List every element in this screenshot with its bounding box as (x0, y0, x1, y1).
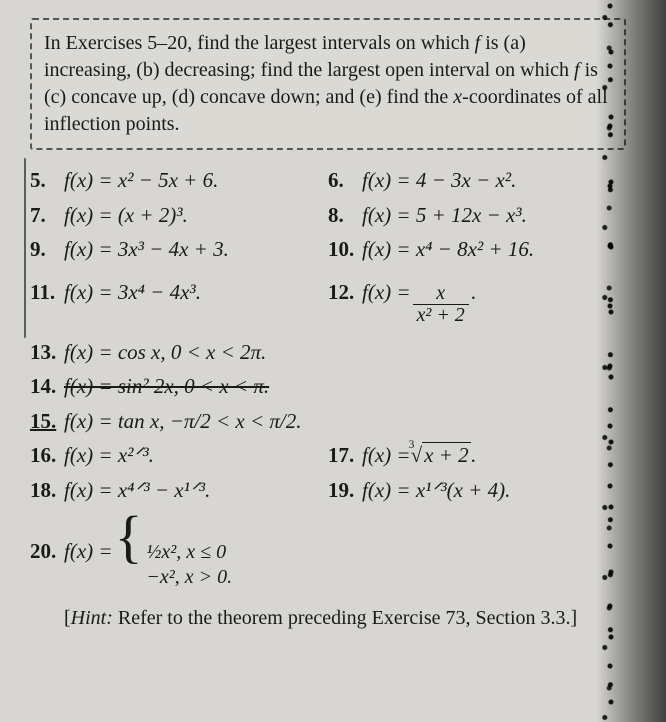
ex-expr: f(x) = 3x³ − 4x + 3. (64, 233, 229, 266)
exercise-10: 10. f(x) = x⁴ − 8x² + 16. (328, 233, 626, 266)
exercise-20: 20. f(x) = { ½x², x ≤ 0 −x², x > 0. (30, 516, 626, 590)
ex-num: 6. (328, 164, 362, 197)
ex-period: . (471, 276, 476, 309)
ex-expr: f(x) = tan x, −π/2 < x < π/2. (64, 405, 302, 438)
row-7-8: 7. f(x) = (x + 2)³. 8. f(x) = 5 + 12x − … (30, 199, 626, 232)
exercise-14: 14. f(x) = sin² 2x, 0 < x < π. (30, 370, 626, 403)
ex-expr: f(x) = 3x⁴ − 4x³. (64, 276, 201, 309)
x-symbol: x (453, 86, 462, 108)
ex-num: 16. (30, 439, 64, 472)
exercise-8: 8. f(x) = 5 + 12x − x³. (328, 199, 626, 232)
ex-expr-lhs: f(x) = (64, 535, 113, 568)
ex-num: 8. (328, 199, 362, 232)
row-18-19: 18. f(x) = x⁴ᐟ³ − x¹ᐟ³. 19. f(x) = x¹ᐟ³(… (30, 474, 626, 507)
instruction-text-1: In Exercises 5–20, find the largest inte… (44, 32, 475, 54)
exercise-list: 5. f(x) = x² − 5x + 6. 6. f(x) = 4 − 3x … (30, 164, 626, 590)
ex-expr: f(x) = (x + 2)³. (64, 199, 188, 232)
ex-expr-lhs: f(x) = (362, 439, 411, 472)
ex-expr: f(x) = 5 + 12x − x³. (362, 199, 527, 232)
fraction: x x² + 2 (413, 283, 469, 326)
ex-num: 17. (328, 439, 362, 472)
page: In Exercises 5–20, find the largest inte… (0, 0, 666, 642)
piecewise: ½x², x ≤ 0 −x², x > 0. (146, 540, 232, 590)
piecewise-bottom: −x², x > 0. (146, 565, 232, 590)
row-5-6: 5. f(x) = x² − 5x + 6. 6. f(x) = 4 − 3x … (30, 164, 626, 197)
exercise-5: 5. f(x) = x² − 5x + 6. (30, 164, 328, 197)
ex-period: . (471, 439, 476, 472)
exercise-11: 11. f(x) = 3x⁴ − 4x³. (30, 276, 328, 326)
ex-expr: f(x) = x²ᐟ³. (64, 439, 154, 472)
exercise-16: 16. f(x) = x²ᐟ³. (30, 439, 328, 472)
hint-text: Refer to the theorem preceding Exercise … (113, 607, 577, 629)
exercise-9: 9. f(x) = 3x³ − 4x + 3. (30, 233, 328, 266)
row-15: 15. f(x) = tan x, −π/2 < x < π/2. (30, 405, 626, 438)
ex-num: 7. (30, 199, 64, 232)
row-16-17: 16. f(x) = x²ᐟ³. 17. f(x) = 3 √x + 2 . (30, 439, 626, 472)
ex-num: 19. (328, 474, 362, 507)
exercise-6: 6. f(x) = 4 − 3x − x². (328, 164, 626, 197)
ex-num: 14. (30, 370, 64, 403)
exercise-15: 15. f(x) = tan x, −π/2 < x < π/2. (30, 405, 626, 438)
exercise-17: 17. f(x) = 3 √x + 2 . (328, 439, 626, 472)
ex-num: 10. (328, 233, 362, 266)
ex-num: 20. (30, 535, 64, 568)
row-13: 13. f(x) = cos x, 0 < x < 2π. (30, 336, 626, 369)
exercise-19: 19. f(x) = x¹ᐟ³(x + 4). (328, 474, 626, 507)
exercise-7: 7. f(x) = (x + 2)³. (30, 199, 328, 232)
ex-num: 11. (30, 276, 64, 309)
ex-num: 18. (30, 474, 64, 507)
ex-expr: f(x) = x⁴ᐟ³ − x¹ᐟ³. (64, 474, 210, 507)
row-14: 14. f(x) = sin² 2x, 0 < x < π. (30, 370, 626, 403)
ex-expr: f(x) = cos x, 0 < x < 2π. (64, 336, 266, 369)
row-11-12: 11. f(x) = 3x⁴ − 4x³. 12. f(x) = x x² + … (30, 276, 626, 326)
row-9-10: 9. f(x) = 3x³ − 4x + 3. 10. f(x) = x⁴ − … (30, 233, 626, 266)
root-index: 3 (409, 437, 415, 455)
ex-expr: f(x) = x² − 5x + 6. (64, 164, 218, 197)
cube-root: 3 √x + 2 (411, 439, 471, 472)
instruction-box: In Exercises 5–20, find the largest inte… (30, 18, 626, 150)
brace-icon: { (115, 514, 143, 560)
ex-expr: f(x) = x¹ᐟ³(x + 4). (362, 474, 510, 507)
ex-num: 15. (30, 405, 64, 438)
piecewise-top: ½x², x ≤ 0 (146, 540, 232, 565)
ex-num: 12. (328, 276, 362, 309)
ex-expr: f(x) = sin² 2x, 0 < x < π. (64, 370, 269, 403)
fraction-denominator: x² + 2 (413, 305, 469, 326)
left-margin-rule (24, 158, 26, 338)
photocopy-noise-right (596, 0, 666, 722)
root-arg: x + 2 (422, 442, 471, 467)
row-20: 20. f(x) = { ½x², x ≤ 0 −x², x > 0. (30, 516, 626, 590)
hint-bracket-open: [ (64, 607, 71, 629)
ex-expr: f(x) = x⁴ − 8x² + 16. (362, 233, 534, 266)
hint-word: Hint: (71, 607, 113, 629)
ex-expr-lhs: f(x) = (362, 276, 411, 309)
ex-expr: f(x) = 4 − 3x − x². (362, 164, 516, 197)
exercise-18: 18. f(x) = x⁴ᐟ³ − x¹ᐟ³. (30, 474, 328, 507)
fraction-numerator: x (413, 283, 469, 305)
exercise-12: 12. f(x) = x x² + 2 . (328, 276, 626, 326)
exercise-13: 13. f(x) = cos x, 0 < x < 2π. (30, 336, 626, 369)
ex-num: 13. (30, 336, 64, 369)
ex-num: 5. (30, 164, 64, 197)
hint: [Hint: Refer to the theorem preceding Ex… (30, 604, 626, 632)
ex-num: 9. (30, 233, 64, 266)
